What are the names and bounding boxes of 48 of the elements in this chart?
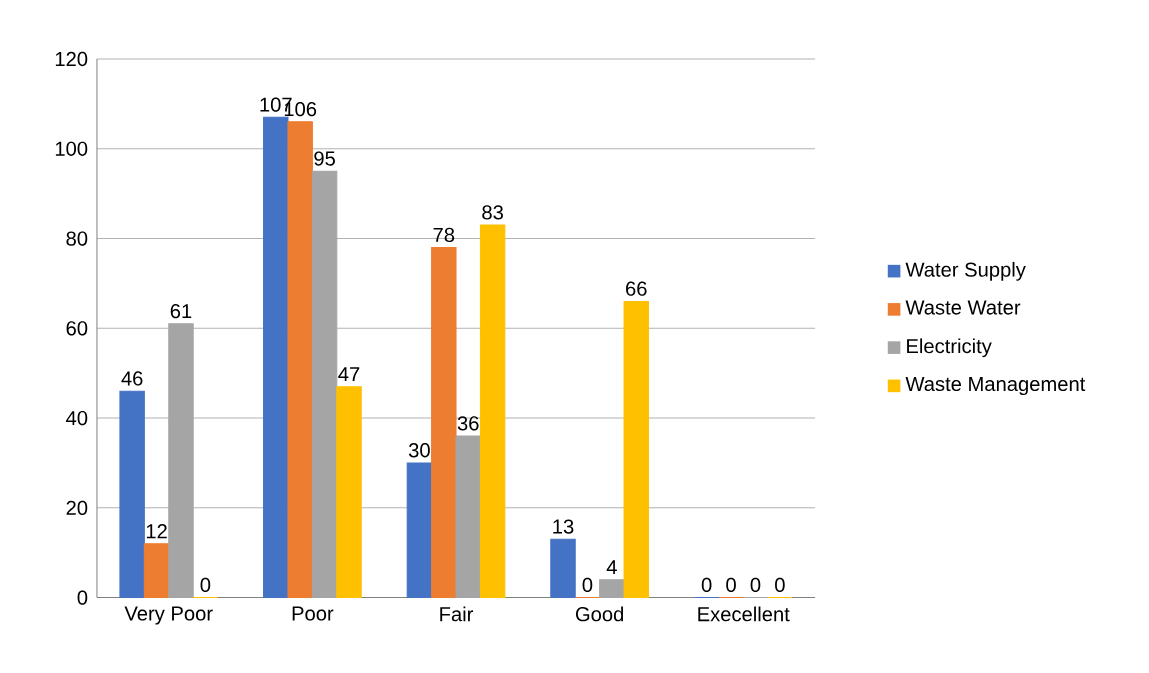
data-label: 0 [582,577,593,593]
y-tick-label: 80 [66,231,88,246]
y-tick-label: 60 [66,321,88,336]
legend-label: Waste Management [905,377,1086,396]
data-label: 61 [170,303,192,319]
x-tick-label: Execellent [698,606,790,622]
bar [550,538,576,599]
data-label: 46 [121,371,143,386]
y-tick-label: 0 [77,590,88,605]
data-label: 4 [606,560,617,575]
bar [119,390,145,599]
bar [623,300,649,599]
bar [336,386,362,599]
bar [431,247,457,599]
legend-label: Electricity [907,338,992,358]
bar [406,462,433,599]
bar [599,579,625,599]
y-tick-label: 40 [66,410,88,426]
y-tick-label: 20 [66,500,88,515]
data-label: 66 [626,281,647,296]
data-label: 0 [200,577,211,593]
legend-label: Water Supply [905,261,1026,281]
bar [479,224,506,599]
y-tick-label: 100 [55,141,88,156]
bar [311,170,338,599]
data-label: 95 [314,151,335,166]
data-label: 13 [553,519,574,534]
data-label: 0 [701,577,712,593]
data-label: 47 [338,367,360,382]
data-label: 78 [433,227,455,242]
data-label: 0 [775,577,785,593]
data-label: 0 [726,577,736,593]
x-tick-label: Good [575,606,624,622]
bar [287,121,313,599]
x-tick-label: Very Poor [124,606,213,625]
bar [143,543,170,599]
y-tick-label: 120 [55,51,88,67]
data-label: 83 [482,205,503,220]
data-label: 0 [750,577,761,593]
legend-label: Waste Water [905,300,1021,315]
x-tick-label: Poor [292,606,334,621]
data-label: 12 [146,524,167,539]
bar [168,323,194,599]
x-tick-label: Fair [440,606,474,622]
data-label: 30 [408,443,430,458]
data-label: 36 [457,416,479,431]
bar [455,435,481,599]
bar [263,116,289,599]
